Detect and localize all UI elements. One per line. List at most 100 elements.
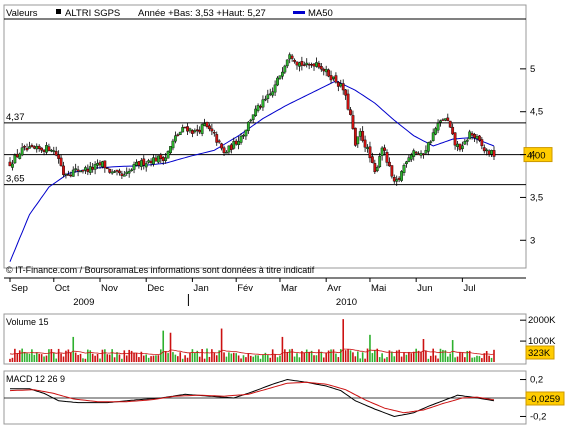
candle-body [200,124,204,134]
candle-body [108,168,112,173]
volume-bar [113,357,116,362]
volume-bar [466,350,469,362]
month-tick-label: Jun [417,283,432,294]
volume-average-line [9,348,495,356]
candle-body [244,129,248,137]
volume-bar [303,353,306,362]
candle-body [220,143,223,149]
volume-bar [18,350,21,362]
volume-bar [201,348,203,362]
volume-bar [405,354,408,362]
candle-body [259,106,262,108]
volume-bar [257,355,259,362]
volume-bar [322,357,325,362]
candle-body [341,83,345,91]
candle-body [446,117,450,121]
candle-body [290,55,294,59]
volume-bar [354,356,357,362]
volume-bar [50,349,53,362]
volume-bar [203,358,206,362]
candle-body [366,147,369,149]
candle-body [217,140,221,143]
volume-bar [33,354,36,362]
candle-body [115,169,119,172]
volume-bar [152,355,155,362]
candle-body [370,156,374,163]
volume-tick-label: 1000K [528,336,556,347]
candle-body [478,135,481,141]
candle-body [232,141,236,149]
volume-bar [147,357,150,362]
candle-body [52,150,56,152]
candle-body [251,114,255,120]
candle-body [139,160,143,167]
volume-bar [157,355,160,362]
year-label: 2010 [336,297,357,308]
volume-bar [230,353,233,362]
volume-bar [410,353,413,362]
reference-line-label: 3,65 [6,174,25,185]
candle-body [144,163,148,168]
macd-axis: 0,2 -0,2 -0,0259 [520,375,565,422]
candle-body [298,62,301,67]
volume-bar [434,355,437,362]
volume-bar [189,352,191,362]
volume-bar [481,358,483,362]
candle-body [210,128,214,132]
month-tick-label: Jan [193,283,208,294]
candle-body [42,149,46,152]
candle-body [385,152,389,163]
candle-body [161,157,165,161]
volume-bar [179,352,182,362]
ma50-legend-swatch [293,11,305,14]
candle-body [414,151,418,154]
candle-body [69,174,73,177]
candle-body [400,171,403,181]
volume-bar [84,358,87,362]
volume-bar [118,354,121,362]
candle-body [181,127,185,133]
volume-bar [417,350,420,362]
candle-body [156,155,160,163]
candle-body [344,89,348,96]
candle-body [470,133,474,136]
volume-bar [206,348,208,362]
candle-body [171,140,175,149]
year-label: 2009 [73,297,94,308]
candle-body [118,170,121,174]
candle-body [351,115,355,129]
volume-bar [121,358,123,362]
volume-bar [269,357,272,362]
volume-bar [473,357,476,362]
volume-bar [262,354,264,362]
volume-bar [104,349,106,362]
candle-body [285,59,289,67]
volume-bar [308,351,310,362]
volume-bar [366,348,369,362]
candle-body [281,71,284,77]
volume-bar [159,349,162,362]
volume-bar [142,355,145,362]
candle-body [193,130,197,133]
candle-body [83,167,87,171]
volume-bar [335,353,337,362]
month-tick-label: Nov [101,283,118,294]
month-tick-label: Mar [281,283,297,294]
candle-body [266,94,270,99]
volume-bar [429,355,432,362]
candle-body [315,62,318,67]
volume-bar [446,356,449,362]
candle-body [79,170,82,173]
volume-bar [327,350,330,362]
candle-body [212,132,216,134]
candle-body [66,174,70,176]
volume-bar [403,352,405,362]
volume-bar [65,350,67,362]
volume-bar [461,352,464,362]
volume-bar [291,348,293,362]
candle-body [20,147,24,156]
candle-body [188,128,192,132]
candle-body [263,98,267,101]
candle-body [18,153,22,159]
volume-bar [347,349,349,362]
